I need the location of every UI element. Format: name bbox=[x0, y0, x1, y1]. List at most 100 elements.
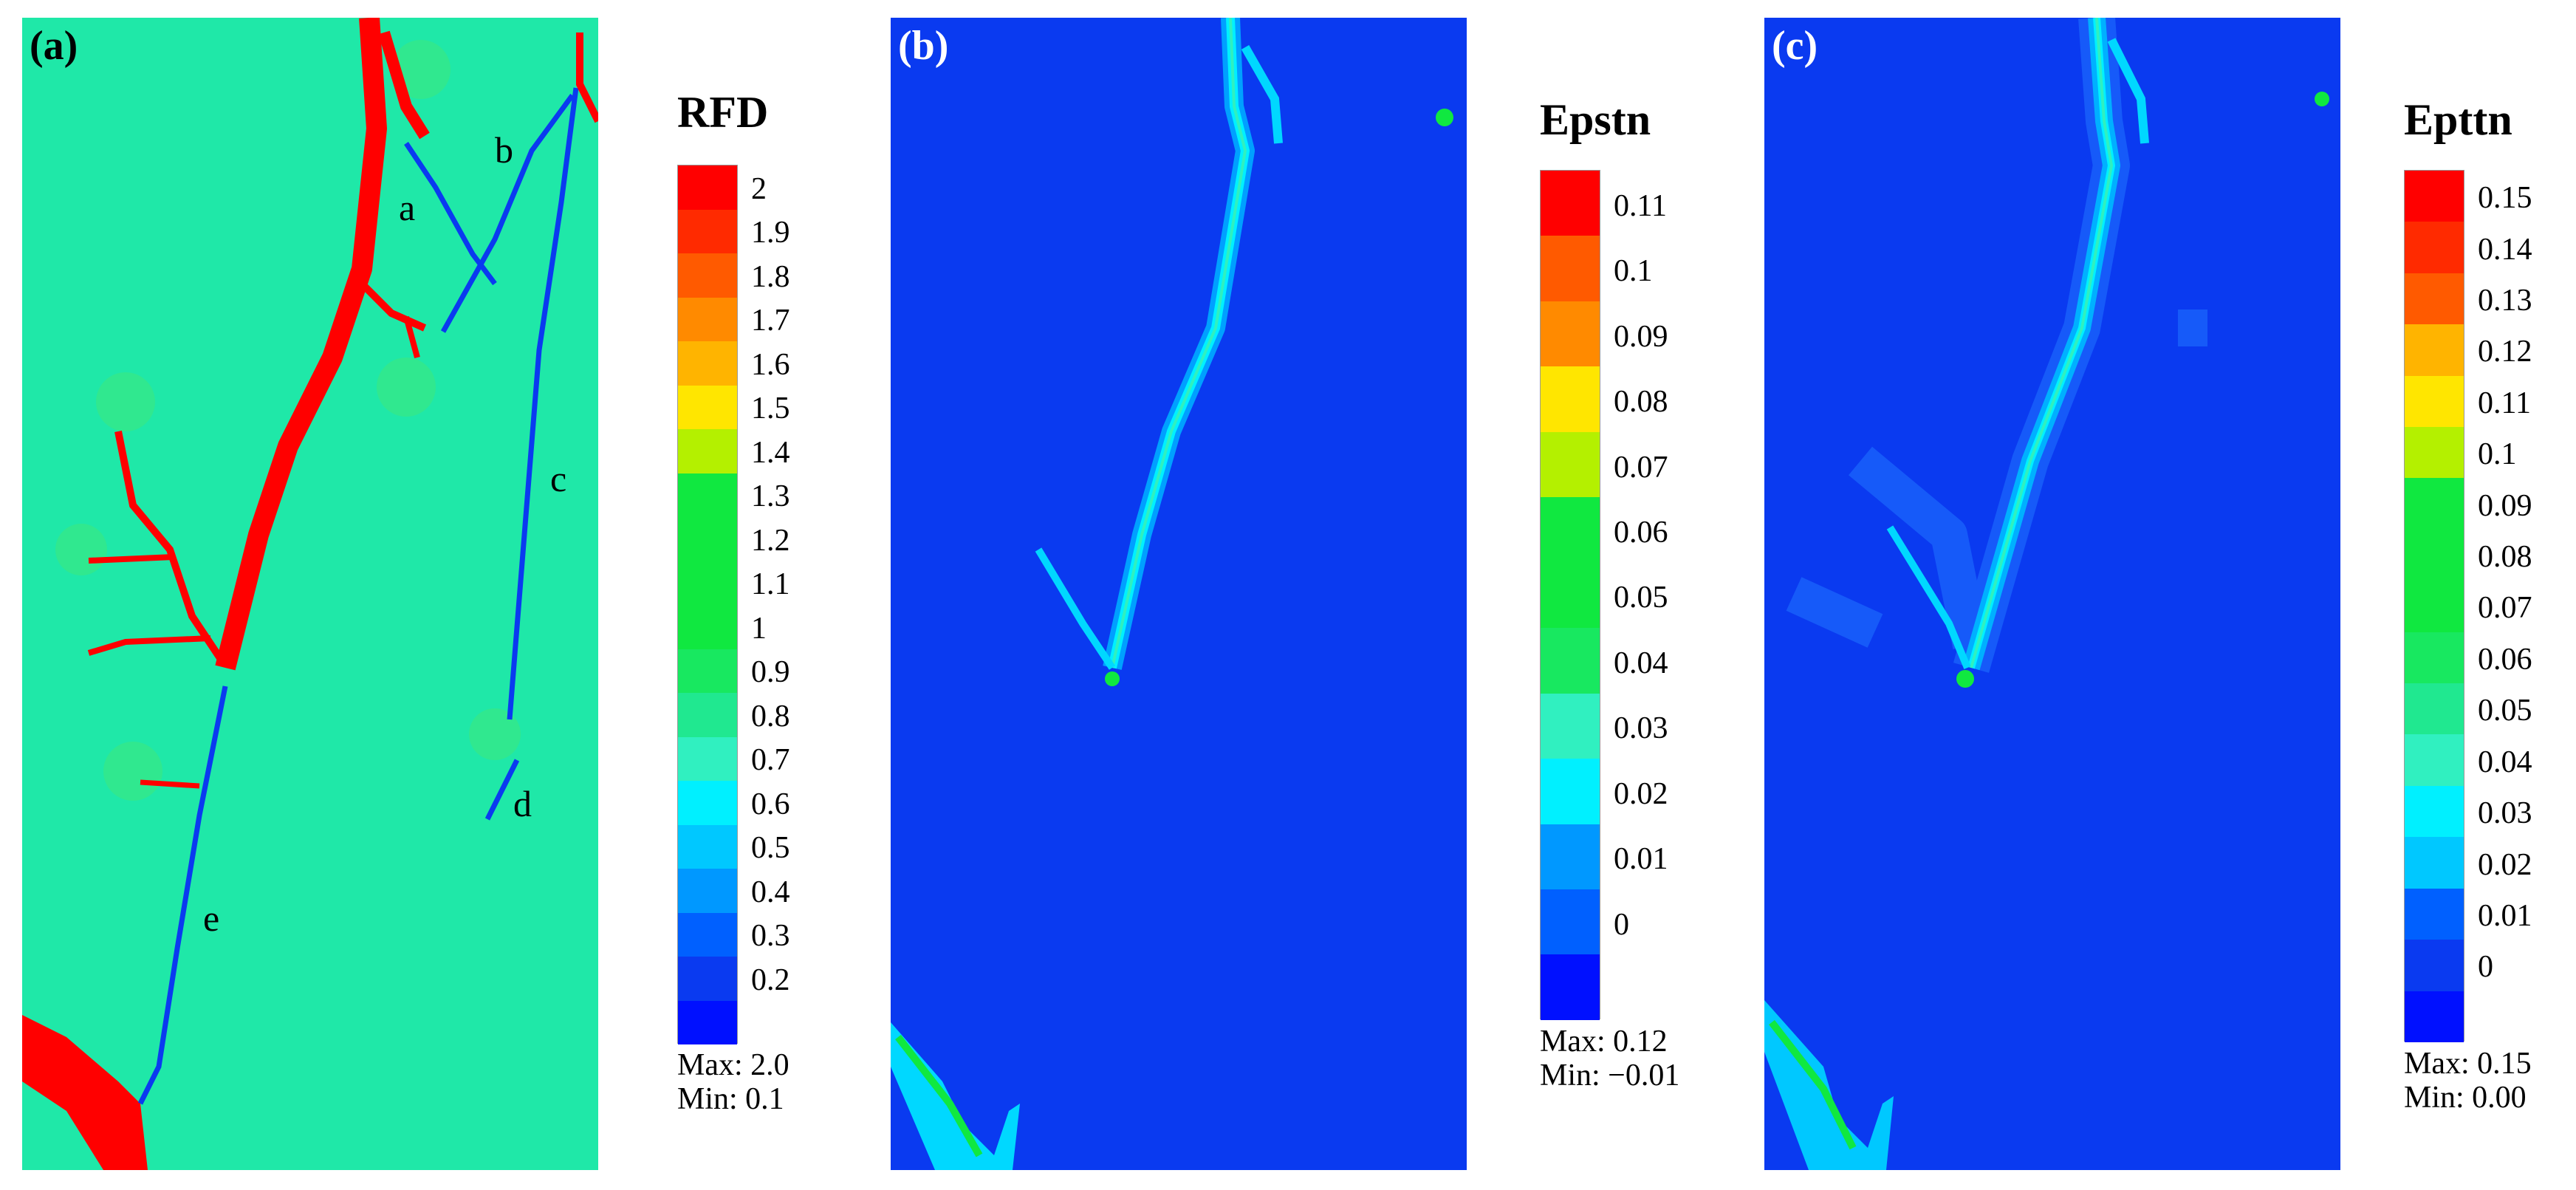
color-scale-tick-label: 1 bbox=[751, 611, 767, 646]
color-scale-segment bbox=[678, 165, 737, 210]
color-scale-tick-label: 0.07 bbox=[1614, 450, 1668, 485]
color-scale-segment bbox=[678, 473, 737, 517]
color-scale-tick-label: 0.6 bbox=[751, 787, 790, 821]
color-scale-tick-label: 1.3 bbox=[751, 479, 790, 514]
legend-epstn: Epstn 0.11 0.1 0.09 0.08 0.07 0.06 0.05 0.04 0.0… bbox=[1540, 95, 1732, 1129]
color-scale-segment bbox=[1541, 562, 1600, 629]
color-scale-segment bbox=[1541, 366, 1600, 432]
color-scale-tick-label: 1.6 bbox=[751, 347, 790, 382]
crack-label-c: c bbox=[550, 458, 567, 499]
color-scale-tick-label: 0.03 bbox=[1614, 711, 1668, 746]
color-scale-segment bbox=[2405, 940, 2464, 991]
color-scale-tick-label: 0.3 bbox=[751, 919, 790, 954]
color-scale-tick-label: 0.06 bbox=[1614, 515, 1668, 550]
color-scale-tick-label: 0.05 bbox=[2478, 694, 2532, 728]
color-scale-tick-label: 0.09 bbox=[1614, 319, 1668, 354]
color-scale-segment bbox=[2405, 581, 2464, 632]
min-value: Min: 0.00 bbox=[2404, 1081, 2527, 1115]
color-scale-segment bbox=[678, 253, 737, 298]
color-scale-segment bbox=[678, 385, 737, 429]
color-scale-tick-label: 0.03 bbox=[2478, 796, 2532, 831]
crack-label-a: a bbox=[399, 187, 416, 228]
panel-b: (b) bbox=[891, 18, 1467, 1170]
color-scale-segment bbox=[2405, 785, 2464, 838]
color-scale-segment bbox=[678, 209, 737, 253]
color-scale-tick-label: 1.8 bbox=[751, 259, 790, 294]
color-scale-tick-label: 0.08 bbox=[1614, 385, 1668, 420]
color-scale-tick-label: 1.7 bbox=[751, 304, 790, 338]
color-scale-segment bbox=[1541, 693, 1600, 759]
color-scale-tick-label: 0.08 bbox=[2478, 540, 2532, 575]
color-scale-tick-label: 0.5 bbox=[751, 831, 790, 866]
legend-title: Epstn bbox=[1540, 95, 1651, 144]
color-scale-segment bbox=[678, 1000, 737, 1044]
panel-a: (a) a b c d e bbox=[22, 18, 598, 1170]
color-scale-tick-label: 0.11 bbox=[2478, 386, 2531, 420]
color-scale-segment bbox=[2405, 529, 2464, 581]
color-scale-tick-label: 2 bbox=[751, 171, 767, 206]
color-scale-tick-label: 0.4 bbox=[751, 875, 790, 909]
color-scale-segment bbox=[678, 912, 737, 957]
color-scale-segment bbox=[2405, 888, 2464, 940]
max-value: Max: 0.12 bbox=[1540, 1025, 1668, 1059]
color-scale-tick-label: 0.04 bbox=[1614, 646, 1668, 680]
min-value: Min: 0.1 bbox=[677, 1082, 784, 1116]
color-scale-segment bbox=[678, 605, 737, 649]
color-scale-segment bbox=[2405, 991, 2464, 1042]
color-scale-bar bbox=[1540, 170, 1600, 1020]
color-scale-tick-label: 0.01 bbox=[1614, 842, 1668, 877]
color-scale-tick-label: 1.2 bbox=[751, 523, 790, 558]
color-scale-tick-label: 0.7 bbox=[751, 743, 790, 778]
color-scale-tick-label: 0.9 bbox=[751, 655, 790, 690]
color-scale-segment bbox=[1541, 954, 1600, 1020]
epstn-contour-map bbox=[891, 18, 1467, 1170]
color-scale-tick-label: 0.13 bbox=[2478, 284, 2532, 318]
panel-label-b: (b) bbox=[898, 23, 949, 69]
color-scale-segment bbox=[678, 517, 737, 561]
crack-label-d: d bbox=[513, 783, 532, 824]
max-value: Max: 2.0 bbox=[677, 1048, 789, 1082]
color-scale-segment bbox=[678, 561, 737, 605]
color-scale-segment bbox=[678, 297, 737, 341]
color-scale-segment bbox=[2405, 324, 2464, 376]
color-scale-segment bbox=[2405, 632, 2464, 684]
color-scale-segment bbox=[678, 429, 737, 473]
color-scale-tick-label: 0.15 bbox=[2478, 181, 2532, 216]
color-scale-segment bbox=[1541, 236, 1600, 301]
color-scale-segment bbox=[678, 649, 737, 693]
crack-label-b: b bbox=[495, 129, 513, 171]
color-scale-bar bbox=[2404, 170, 2464, 1042]
color-scale-tick-label: 0.07 bbox=[2478, 591, 2532, 626]
color-scale-segment bbox=[678, 781, 737, 825]
panel-label-c: (c) bbox=[1772, 23, 1818, 69]
color-scale-tick-label: 0 bbox=[1614, 907, 1629, 942]
rfd-contour-map bbox=[22, 18, 598, 1170]
color-scale-tick-label: 0.12 bbox=[2478, 335, 2532, 369]
color-scale-segment bbox=[678, 341, 737, 386]
color-scale-segment bbox=[2405, 734, 2464, 786]
color-scale-segment bbox=[678, 957, 737, 1001]
color-scale-tick-label: 1.5 bbox=[751, 391, 790, 426]
color-scale-tick-label: 0.1 bbox=[1614, 254, 1653, 289]
epttn-contour-map bbox=[1764, 18, 2340, 1170]
color-scale-tick-label: 0.14 bbox=[2478, 232, 2532, 267]
color-scale-segment bbox=[2405, 273, 2464, 325]
color-scale-tick-label: 1.9 bbox=[751, 216, 790, 250]
color-scale-segment bbox=[1541, 301, 1600, 367]
color-scale-tick-label: 0.09 bbox=[2478, 488, 2532, 523]
color-scale-segment bbox=[2405, 222, 2464, 273]
color-scale-segment bbox=[2405, 171, 2464, 222]
color-scale-segment bbox=[2405, 375, 2464, 428]
legend-title: RFD bbox=[677, 88, 769, 137]
color-scale-tick-label: 0.2 bbox=[751, 962, 790, 997]
color-scale-segment bbox=[2405, 683, 2464, 735]
color-scale-tick-label: 0.02 bbox=[1614, 776, 1668, 811]
color-scale-tick-label: 0.02 bbox=[2478, 847, 2532, 882]
color-scale-segment bbox=[2405, 478, 2464, 530]
color-scale-tick-label: 1.4 bbox=[751, 435, 790, 470]
legend-rfd: RFD 2 1.9 1.8 1.7 1.6 1.5 1.4 1.3 1.2 1.1 1 0.9 0.8 0… bbox=[677, 87, 840, 1121]
color-scale-segment bbox=[1541, 889, 1600, 955]
color-scale-segment bbox=[678, 869, 737, 913]
color-scale-segment bbox=[1541, 171, 1600, 236]
color-scale-segment bbox=[1541, 431, 1600, 498]
